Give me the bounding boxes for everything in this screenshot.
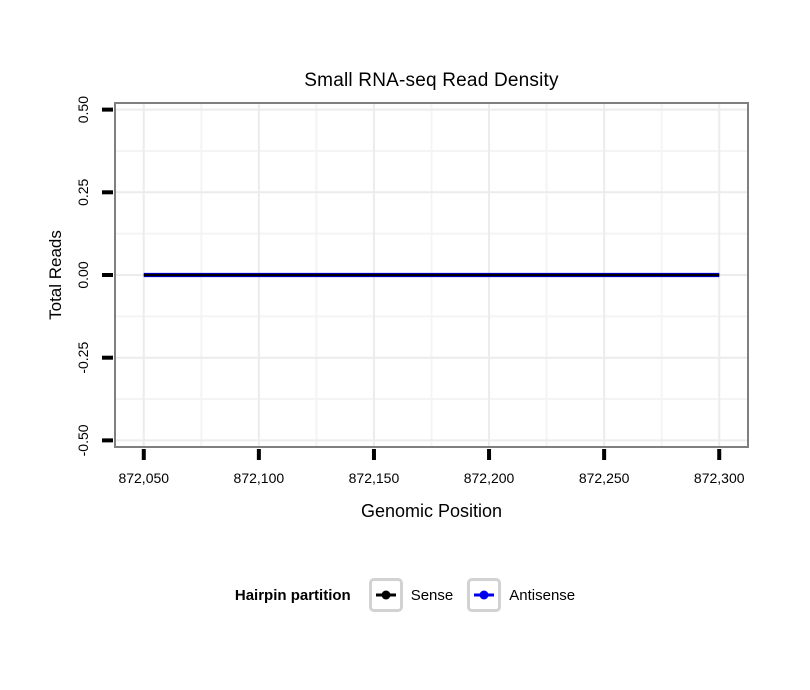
legend-entry-sense: Sense (368, 578, 454, 612)
x-tick-mark (141, 449, 146, 460)
y-axis-label: Total Reads (46, 230, 65, 320)
legend-label-sense: Sense (410, 586, 454, 604)
x-tick-label: 872,250 (579, 470, 630, 486)
y-tick-label: 0.25 (75, 178, 91, 205)
antisense-line-dot-icon (474, 590, 495, 600)
y-tick-label: -0.25 (75, 342, 91, 374)
y-tick-mark (102, 355, 113, 360)
panel-border (114, 102, 749, 448)
y-tick-mark (102, 438, 113, 443)
x-axis-label: Genomic Position (360, 501, 503, 521)
y-tick-label: 0.00 (75, 261, 91, 288)
x-tick-mark (487, 449, 492, 460)
legend-label-antisense: Antisense (509, 586, 576, 604)
legend-entry-antisense: Antisense (467, 578, 575, 612)
x-tick-label: 872,200 (464, 470, 515, 486)
x-tick-label: 872,050 (118, 470, 169, 486)
y-tick-mark (102, 273, 113, 277)
x-tick-mark (602, 449, 607, 460)
x-tick-label: 872,300 (694, 470, 745, 486)
legend-key-sense (368, 578, 403, 612)
x-tick-label: 872,100 (234, 470, 285, 486)
legend: Hairpin partition Sense Antisense (0, 578, 810, 612)
x-tick-mark (256, 449, 261, 460)
y-tick-label: -0.50 (75, 424, 91, 456)
sense-line-dot-icon (375, 590, 396, 600)
chart-title: Small RNA-seq Read Density (304, 70, 559, 91)
legend-title: Hairpin partition (234, 586, 351, 604)
y-tick-label: 0.50 (75, 96, 91, 123)
x-tick-mark (371, 449, 376, 460)
x-tick-label: 872,150 (349, 470, 400, 486)
x-tick-mark (717, 449, 722, 460)
plot-area: 872,050 872,100 872,150 872,200 872,250 872,3… (75, 96, 749, 486)
y-tick-mark (102, 190, 113, 195)
y-tick-mark (102, 107, 113, 112)
legend-key-antisense (467, 578, 502, 612)
